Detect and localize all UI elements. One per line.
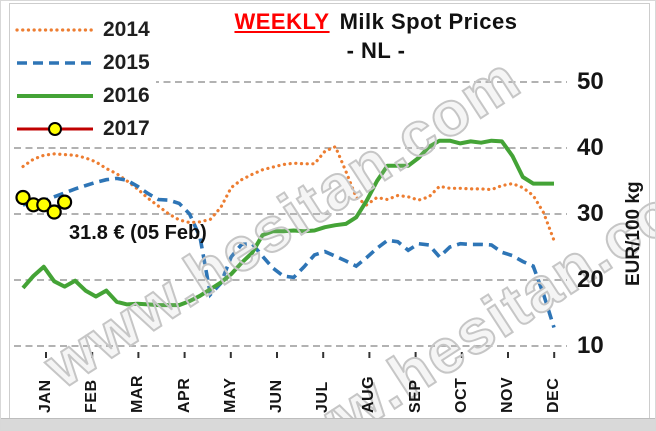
legend-item-2014: 2014 (15, 13, 150, 46)
chart-title: WEEKLY Milk Spot Prices - NL - (211, 9, 541, 64)
chart-legend: 2014 2015 2016 2017 (13, 11, 156, 147)
y-tick-label-50: 50 (577, 68, 604, 95)
legend-label-2016: 2016 (103, 83, 150, 107)
y-tick-label-20: 20 (577, 266, 604, 293)
x-label-aug: AUG (360, 375, 378, 413)
y-tick-label-30: 30 (577, 200, 604, 227)
legend-swatch-2014 (15, 27, 95, 32)
y-tick-label-10: 10 (577, 332, 604, 359)
x-label-oct: OCT (452, 377, 470, 413)
legend-label-2017: 2017 (103, 116, 150, 140)
title-main: Milk Spot Prices (339, 9, 518, 34)
price-annotation: 31.8 € (05 Feb) (69, 222, 207, 244)
series-line-2016 (21, 138, 554, 308)
y-axis-unit-label: EUR/100 kg (623, 181, 644, 286)
x-label-nov: NOV (499, 376, 516, 413)
y-tick-label-40: 40 (577, 134, 604, 161)
legend-label-2015: 2015 (103, 50, 150, 74)
legend-item-2016: 2016 (15, 79, 150, 112)
legend-item-2017: 2017 (15, 112, 150, 145)
x-label-may: MAY (221, 377, 239, 413)
x-label-jan: JAN (37, 379, 54, 413)
series-line-2014 (21, 144, 556, 242)
title-subtitle: - NL - (346, 38, 406, 63)
x-label-jul: JUL (314, 381, 332, 413)
x-label-feb: FEB (83, 379, 101, 414)
marker-2017-week4 (46, 204, 62, 220)
x-label-sep: SEP (406, 379, 424, 413)
legend-swatch-2015 (17, 60, 93, 65)
x-label-mar: MAR (129, 375, 147, 413)
x-label-dec: DEC (545, 377, 563, 413)
window-edge-strip (1, 418, 655, 430)
legend-item-2015: 2015 (15, 46, 150, 79)
x-label-jun: JUN (268, 379, 285, 413)
x-label-apr: APR (175, 377, 193, 413)
legend-swatch-2017 (17, 121, 93, 136)
marker-2017-week3 (36, 197, 52, 213)
marker-2017-week5 (56, 194, 73, 210)
marker-2017-week1 (15, 189, 31, 206)
title-highlight: WEEKLY (234, 9, 330, 34)
legend-label-2014: 2014 (103, 17, 150, 41)
series-line-2015 (22, 176, 556, 329)
legend-swatch-2016 (17, 93, 93, 98)
